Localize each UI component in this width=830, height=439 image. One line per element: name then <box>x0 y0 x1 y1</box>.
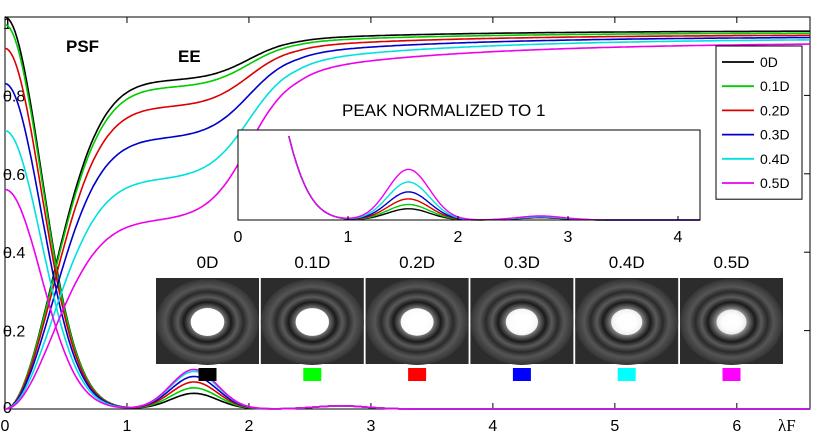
x-tick-label: 4 <box>488 418 497 435</box>
ee-series-line <box>4 32 810 410</box>
legend-label: 0D <box>760 54 778 70</box>
x-tick-label: 0 <box>1 418 10 435</box>
legend-label: 0.4D <box>760 151 790 167</box>
thumbnail-label: 0.4D <box>609 253 645 272</box>
psf-label: PSF <box>66 37 99 56</box>
legend-label: 0.2D <box>760 102 790 118</box>
x-tick-label: 5 <box>610 418 619 435</box>
legend-label: 0.3D <box>760 127 790 143</box>
thumbnail-label: 0D <box>197 253 219 272</box>
thumbnail-color-swatch <box>303 368 322 381</box>
inset-x-tick-label: 0 <box>234 229 243 246</box>
psf-thumbnail <box>260 279 364 365</box>
thumbnail-label: 0.3D <box>504 253 540 272</box>
airy-core <box>611 309 643 335</box>
inset-x-tick-label: 1 <box>344 229 353 246</box>
airy-core <box>400 308 434 336</box>
psf-thumbnails: 0D 0.1D 0.2D 0.3D 0.4D 0.5D <box>156 253 783 381</box>
ee-label: EE <box>178 47 201 66</box>
inset-x-tick-label: 2 <box>454 229 463 246</box>
inset-panel: PEAK NORMALIZED TO 1 0 1 2 3 4 <box>234 101 701 246</box>
psf-thumbnail <box>575 279 679 365</box>
airy-core <box>190 308 225 336</box>
x-tick-label: 6 <box>732 418 741 435</box>
y-tick-label: 0.4 <box>3 245 25 262</box>
x-unit-label: λF <box>778 416 796 435</box>
legend-box <box>715 45 803 200</box>
x-tick-label: 1 <box>123 418 132 435</box>
inset-x-tick-label: 3 <box>564 229 573 246</box>
thumbnail-label: 0.1D <box>294 253 330 272</box>
thumbnail-label: 0.2D <box>399 253 435 272</box>
ee-series-line <box>4 30 810 410</box>
legend-label: 0.5D <box>760 175 790 191</box>
psf-thumbnail <box>680 279 783 365</box>
psf-thumbnail <box>156 279 259 365</box>
y-tick-label: 1 <box>3 16 12 33</box>
y-tick-label: 0.2 <box>3 324 25 341</box>
inset-title: PEAK NORMALIZED TO 1 <box>342 101 545 120</box>
legend-label: 0.1D <box>760 78 790 94</box>
inset-axes: 0 1 2 3 4 <box>234 216 683 246</box>
y-tick-label: 0.6 <box>3 167 25 184</box>
airy-core <box>716 309 747 335</box>
legend: 0D 0.1D 0.2D 0.3D 0.4D 0.5D <box>715 45 803 200</box>
thumbnail-color-swatch <box>198 368 217 381</box>
thumbnail-color-swatch <box>722 368 741 381</box>
inset-background <box>238 130 700 220</box>
psf-series-line <box>4 188 810 410</box>
ee-series-line <box>4 36 810 410</box>
x-tick-label: 3 <box>366 418 375 435</box>
inset-x-tick-label: 4 <box>674 229 683 246</box>
ee-series-line <box>4 39 811 410</box>
thumbnail-label: 0.5D <box>714 253 750 272</box>
psf-thumbnail <box>470 279 574 365</box>
main-curves <box>4 16 811 410</box>
airy-core <box>505 308 538 336</box>
ee-series-line <box>4 43 810 410</box>
thumbnail-color-swatch <box>408 368 427 381</box>
ee-series-line <box>4 34 810 410</box>
main-axes: 0 1 2 3 4 5 6 0 0.2 0.4 0.6 0.8 1 <box>1 16 810 435</box>
thumbnail-color-swatch <box>512 368 531 381</box>
x-tick-label: 2 <box>244 418 253 435</box>
psf-thumbnail <box>365 279 469 365</box>
y-tick-label: 0.8 <box>3 88 25 105</box>
thumbnail-color-swatch <box>617 368 636 381</box>
airy-core <box>295 308 330 336</box>
inset-frame <box>237 129 701 221</box>
